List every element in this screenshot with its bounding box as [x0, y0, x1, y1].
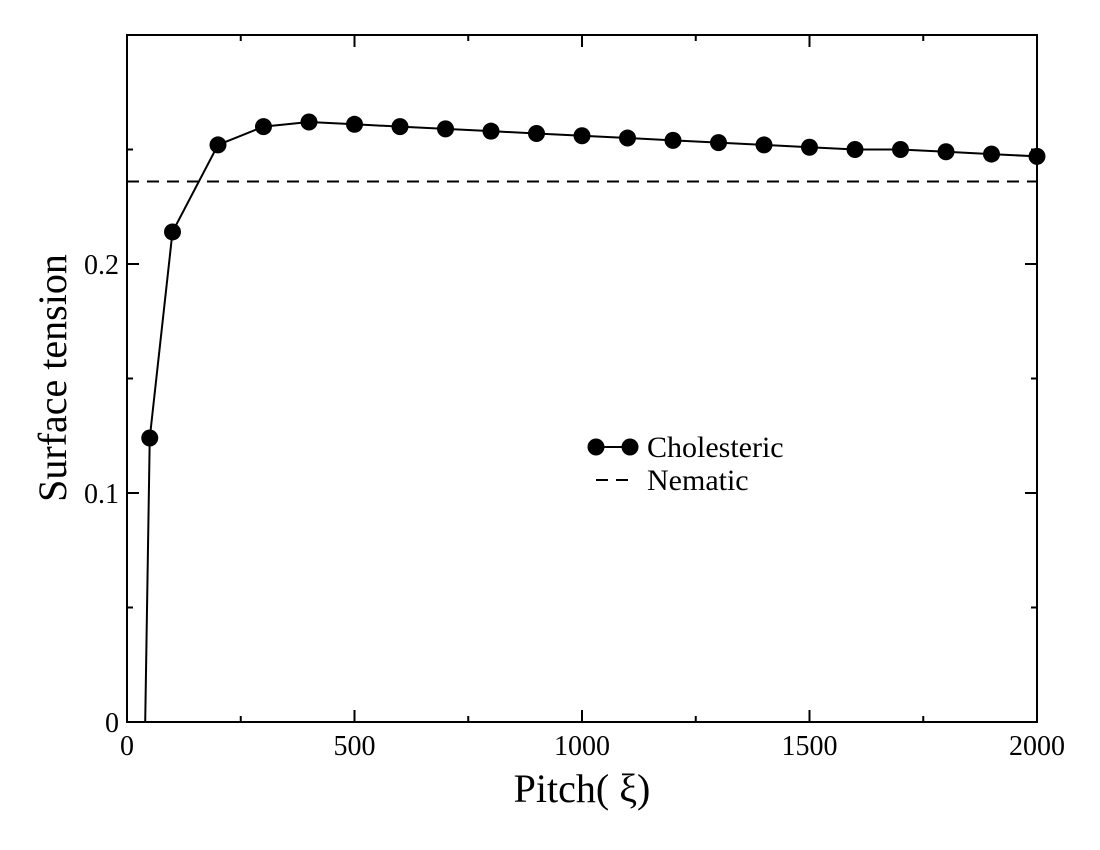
cholesteric-point	[1028, 147, 1046, 165]
cholesteric-point	[141, 429, 159, 447]
cholesteric-point	[528, 124, 545, 142]
cholesteric-point	[710, 134, 727, 152]
cholesteric-point	[664, 131, 682, 149]
cholesteric-point	[801, 138, 818, 156]
legend-cholesteric-marker-left	[587, 438, 605, 456]
legend-cholesteric-marker-right	[621, 438, 639, 456]
cholesteric-point	[346, 115, 363, 133]
cholesteric-point	[573, 127, 591, 145]
series-layer	[127, 113, 1046, 723]
cholesteric-point	[619, 129, 636, 147]
y-tick-label: 0.2	[84, 250, 119, 281]
x-axis-label: Pitch( ξ)	[514, 766, 651, 811]
axis-ticks	[126, 34, 1038, 723]
legend-cholesteric-label: Cholesteric	[647, 431, 784, 464]
y-tick-label: 0.1	[84, 479, 119, 510]
y-axis-label: Surface tension	[30, 254, 75, 502]
cholesteric-line	[144, 121, 1038, 723]
cholesteric-point	[892, 141, 909, 158]
cholesteric-point	[300, 113, 318, 131]
x-tick-label: 0	[120, 731, 134, 762]
x-tick-label: 500	[334, 731, 376, 762]
tick-labels: 0 500 1000 1500 2000 0 0.1 0.2	[84, 250, 1065, 762]
x-tick-label: 1500	[782, 731, 838, 762]
cholesteric-point	[846, 141, 864, 158]
cholesteric-point	[391, 118, 409, 136]
legend: Cholesteric Nematic	[587, 431, 784, 497]
cholesteric-point	[482, 122, 500, 140]
cholesteric-point	[164, 223, 181, 241]
cholesteric-point	[755, 136, 773, 154]
x-tick-label: 2000	[1009, 731, 1065, 762]
cholesteric-point	[209, 136, 227, 154]
cholesteric-point	[983, 145, 1000, 163]
legend-nematic-label: Nematic	[647, 464, 749, 497]
cholesteric-point	[255, 118, 272, 136]
x-tick-label: 1000	[554, 731, 610, 762]
cholesteric-point	[937, 143, 955, 161]
cholesteric-point	[437, 120, 454, 138]
y-tick-label: 0	[105, 708, 119, 739]
